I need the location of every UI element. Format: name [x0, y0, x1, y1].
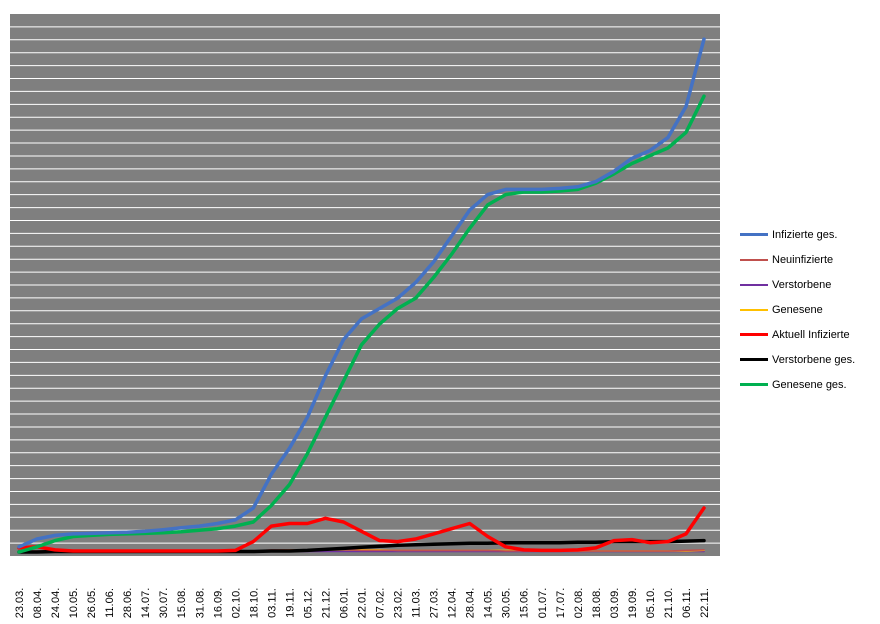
- x-tick-label: 30.07.: [158, 588, 170, 619]
- legend-item: Genesene ges.: [740, 372, 878, 397]
- x-tick-label: 15.08.: [176, 588, 188, 619]
- x-tick-label: 27.03.: [429, 588, 441, 619]
- x-tick-label: 18.10.: [248, 588, 260, 619]
- x-tick-label: 24.04.: [50, 588, 62, 619]
- x-tick-label: 19.11.: [284, 588, 296, 618]
- x-tick-label: 26.05.: [86, 588, 98, 619]
- legend-label: Aktuell Infizierte: [772, 328, 850, 341]
- legend-label: Infizierte ges.: [772, 228, 838, 241]
- x-tick-label: 21.10.: [663, 588, 675, 619]
- legend-label: Genesene: [772, 303, 823, 316]
- series-line: [17, 506, 706, 553]
- x-tick-label: 28.06.: [122, 588, 134, 619]
- x-tick-label: 11.06.: [104, 588, 116, 618]
- x-tick-label: 06.11.: [681, 588, 693, 618]
- legend-item: Verstorbene ges.: [740, 347, 878, 372]
- legend-label: Verstorbene ges.: [772, 353, 856, 366]
- legend-item: Verstorbene: [740, 272, 878, 297]
- legend-label: Neuinfizierte: [772, 253, 834, 266]
- legend-label: Genesene ges.: [772, 378, 847, 391]
- x-tick-label: 15.06.: [519, 588, 531, 619]
- x-tick-label: 21.12.: [320, 588, 332, 619]
- x-tick-label: 10.05.: [68, 588, 80, 619]
- legend-swatch: [740, 308, 768, 311]
- series-line: [17, 94, 706, 554]
- legend: Infizierte ges. Neuinfizierte Verstorbene G…: [740, 222, 878, 397]
- x-axis-tick-labels: 23.03. 08.04. 24.04. 10.05. 26.05. 11.06. 28.0…: [14, 588, 711, 619]
- x-tick-label: 23.03.: [14, 588, 26, 619]
- x-tick-label: 01.07.: [537, 588, 549, 619]
- x-tick-label: 31.08.: [194, 588, 206, 619]
- legend-item: Aktuell Infizierte: [740, 322, 878, 347]
- legend-label: Verstorbene: [772, 278, 832, 291]
- x-tick-label: 17.07.: [555, 588, 567, 619]
- x-tick-label: 03.09.: [609, 588, 621, 619]
- x-tick-label: 14.07.: [140, 588, 152, 619]
- x-tick-label: 12.04.: [447, 588, 459, 619]
- x-tick-label: 06.01.: [338, 588, 350, 619]
- x-tick-label: 18.08.: [591, 588, 603, 619]
- x-tick-label: 19.09.: [627, 588, 639, 619]
- x-tick-label: 02.10.: [230, 588, 242, 619]
- x-tick-label: 23.02.: [393, 588, 405, 619]
- x-tick-label: 08.04.: [32, 588, 44, 619]
- x-tick-label: 03.11.: [266, 588, 278, 618]
- legend-item: Genesene: [740, 297, 878, 322]
- series-line: [17, 37, 706, 549]
- x-tick-label: 28.04.: [465, 588, 477, 619]
- x-tick-label: 07.02.: [375, 588, 387, 619]
- legend-swatch: [740, 258, 768, 261]
- x-tick-label: 14.05.: [483, 588, 495, 619]
- x-tick-label: 05.12.: [302, 588, 314, 619]
- legend-swatch: [740, 233, 768, 236]
- legend-item: Infizierte ges.: [740, 222, 878, 247]
- x-tick-label: 30.05.: [501, 588, 513, 619]
- legend-swatch: [740, 283, 768, 286]
- x-tick-label: 05.10.: [645, 588, 657, 619]
- x-tick-label: 22.01.: [357, 588, 369, 619]
- gridlines: [10, 26, 720, 544]
- legend-swatch: [740, 383, 768, 386]
- legend-swatch: [740, 333, 768, 336]
- legend-item: Neuinfizierte: [740, 247, 878, 272]
- legend-swatch: [740, 358, 768, 361]
- series-layer: [17, 37, 706, 554]
- x-tick-label: 16.09.: [212, 588, 224, 619]
- x-tick-label: 11.03.: [411, 588, 423, 618]
- x-tick-label: 02.08.: [573, 588, 585, 619]
- x-tick-label: 22.11.: [699, 588, 711, 618]
